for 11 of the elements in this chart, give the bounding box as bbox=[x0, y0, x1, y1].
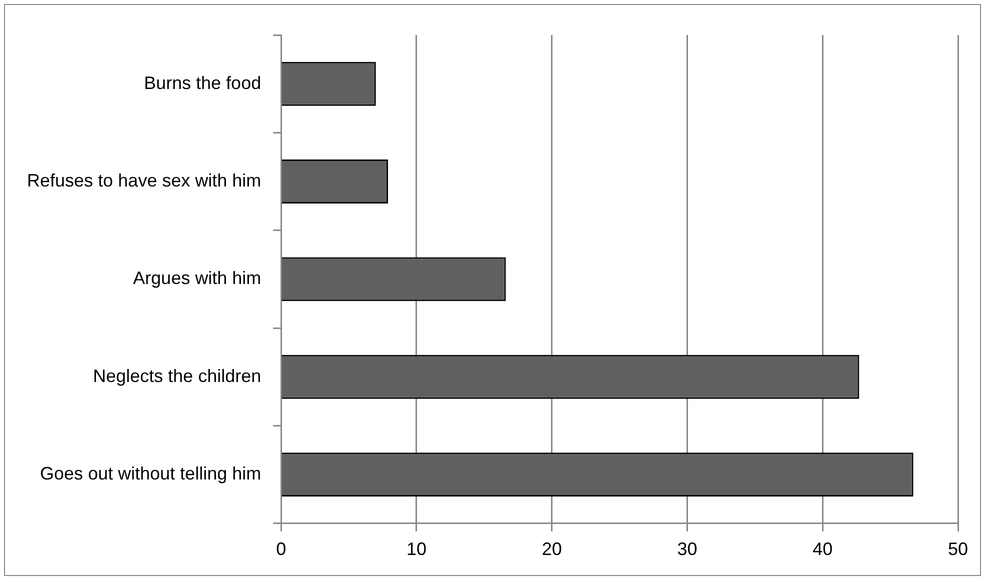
x-tick-label: 50 bbox=[948, 539, 968, 560]
x-tick-label: 20 bbox=[542, 539, 562, 560]
x-tick-label: 30 bbox=[677, 539, 698, 560]
y-tick-label: Burns the food bbox=[144, 72, 262, 93]
y-tick-label: Neglects the children bbox=[93, 366, 262, 386]
y-tick-label: Refuses to have sex with him bbox=[26, 170, 262, 190]
y-tick-label: Argues with him bbox=[133, 268, 262, 288]
y-tick-label: Goes out without telling him bbox=[40, 464, 262, 484]
x-tick-label: 0 bbox=[276, 539, 286, 560]
x-tick-label: 40 bbox=[812, 539, 833, 560]
x-tick-label: 10 bbox=[406, 539, 426, 560]
